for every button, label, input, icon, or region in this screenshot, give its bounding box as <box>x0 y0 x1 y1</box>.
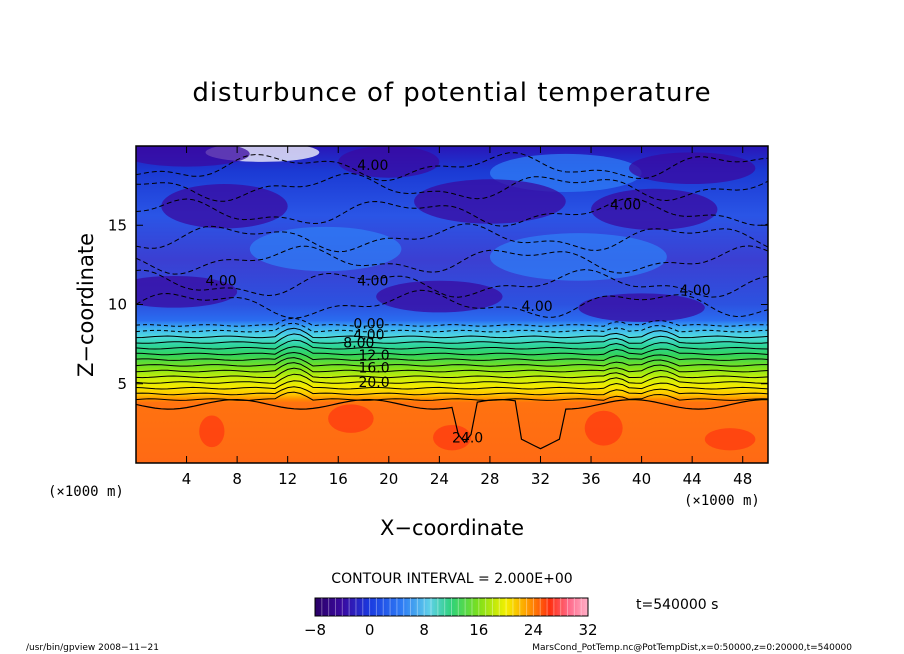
field-patches <box>136 146 756 451</box>
colorbar-ticks: −8 0 8 16 24 32 <box>304 621 598 639</box>
contour-line <box>136 351 768 361</box>
colorbar-stripes <box>321 598 582 616</box>
x-tick-label: 36 <box>581 470 600 488</box>
contour-interval-text: CONTOUR INTERVAL = 2.000E+00 <box>331 571 572 587</box>
footer-left: /usr/bin/gpview 2008−11−21 <box>26 643 159 653</box>
y-tick-label: 10 <box>108 296 127 314</box>
contour-label: 0.00 <box>353 316 384 332</box>
field-patch <box>433 424 471 451</box>
y-tick-label: 15 <box>108 216 127 234</box>
colorbar-tick-label: 0 <box>365 621 375 639</box>
contour-label: 4.00 <box>680 283 711 299</box>
contour-line-dashed <box>136 152 768 182</box>
field-patch <box>578 293 705 322</box>
contour-line <box>136 380 768 390</box>
x-tick-label: 20 <box>379 470 398 488</box>
x-tick-label: 4 <box>182 470 192 488</box>
contour-labels: 4.004.004.00 4.004.004.000.004.008.0012.0… <box>206 158 711 447</box>
contour-label: 4.00 <box>353 327 384 343</box>
contour-line-dashed <box>136 269 768 298</box>
field-patch <box>414 179 566 224</box>
contour-line <box>136 346 768 356</box>
x-tick-label: 28 <box>480 470 499 488</box>
field-patch <box>489 233 667 281</box>
footer-right: MarsCond_PotTemp.nc@PotTempDist,x=0:5000… <box>532 643 852 653</box>
contour-label: 16.0 <box>358 361 389 377</box>
field-patch <box>249 226 402 272</box>
contour-label: 4.00 <box>357 158 388 174</box>
x-tick-label: 16 <box>329 470 348 488</box>
colorbar-tick-label: 8 <box>419 621 429 639</box>
colorbar <box>314 597 589 617</box>
contour-label: 12.0 <box>358 348 389 364</box>
contour-label: 8.00 <box>343 335 374 351</box>
contour-line-dashed <box>136 245 768 275</box>
x-unit-right: (×1000 m) <box>684 493 760 509</box>
y-axis-ticks: 5 10 15 <box>108 216 768 393</box>
contour-label: 20.0 <box>358 375 389 391</box>
time-label: t=540000 s <box>636 597 718 613</box>
colorbar-tick-label: −8 <box>304 621 326 639</box>
field-patch <box>704 428 756 451</box>
contour-label: 4.00 <box>522 299 553 315</box>
field-patch <box>376 280 503 313</box>
field-patch <box>338 146 440 178</box>
field-patch <box>161 184 288 229</box>
field-patch <box>628 152 756 185</box>
contour-line <box>136 317 768 327</box>
y-tick-label: 5 <box>117 375 127 393</box>
contour-label: 4.00 <box>206 273 237 289</box>
contour-line <box>136 339 768 350</box>
contour-label: 24.0 <box>452 430 483 446</box>
colorbar-tick-label: 24 <box>524 621 543 639</box>
field-patch <box>584 410 623 446</box>
contour-line-24 <box>136 398 768 450</box>
colorbar-tick-label: 16 <box>469 621 488 639</box>
colorbar-tick-label: 32 <box>578 621 597 639</box>
y-axis-label: Z−coordinate <box>74 233 98 377</box>
chart-title: disturbunce of potential temperature <box>192 78 711 108</box>
x-axis-label: X−coordinate <box>380 516 524 540</box>
contour-line <box>136 386 768 396</box>
x-tick-label: 48 <box>733 470 752 488</box>
contour-line <box>136 327 768 339</box>
contour-line <box>136 373 768 384</box>
x-tick-label: 32 <box>531 470 550 488</box>
contour-line-dashed <box>136 223 768 253</box>
contour-label: 4.00 <box>357 273 388 289</box>
contour-label: 4.00 <box>610 197 641 213</box>
contour-lines <box>136 152 768 450</box>
field-patch <box>199 415 225 448</box>
contour-line <box>136 333 768 344</box>
contour-line-dashed <box>136 172 768 202</box>
x-tick-label: 44 <box>683 470 702 488</box>
x-unit-left: (×1000 m) <box>48 484 124 500</box>
contour-line <box>136 357 768 367</box>
field-patch <box>328 404 374 433</box>
contour-line <box>136 362 768 373</box>
x-tick-label: 12 <box>278 470 297 488</box>
contour-line <box>136 322 768 333</box>
field-patch <box>136 275 238 308</box>
x-tick-label: 8 <box>232 470 242 488</box>
contour-line-dashed <box>136 289 768 319</box>
contour-line-dashed <box>136 197 768 227</box>
x-tick-label: 40 <box>632 470 651 488</box>
x-axis-ticks: 4 8 12 16 20 24 28 32 36 40 44 48 <box>182 146 752 488</box>
contour-line <box>136 367 768 379</box>
field-patch <box>136 146 250 167</box>
plot-area <box>136 146 768 463</box>
x-tick-label: 24 <box>430 470 449 488</box>
